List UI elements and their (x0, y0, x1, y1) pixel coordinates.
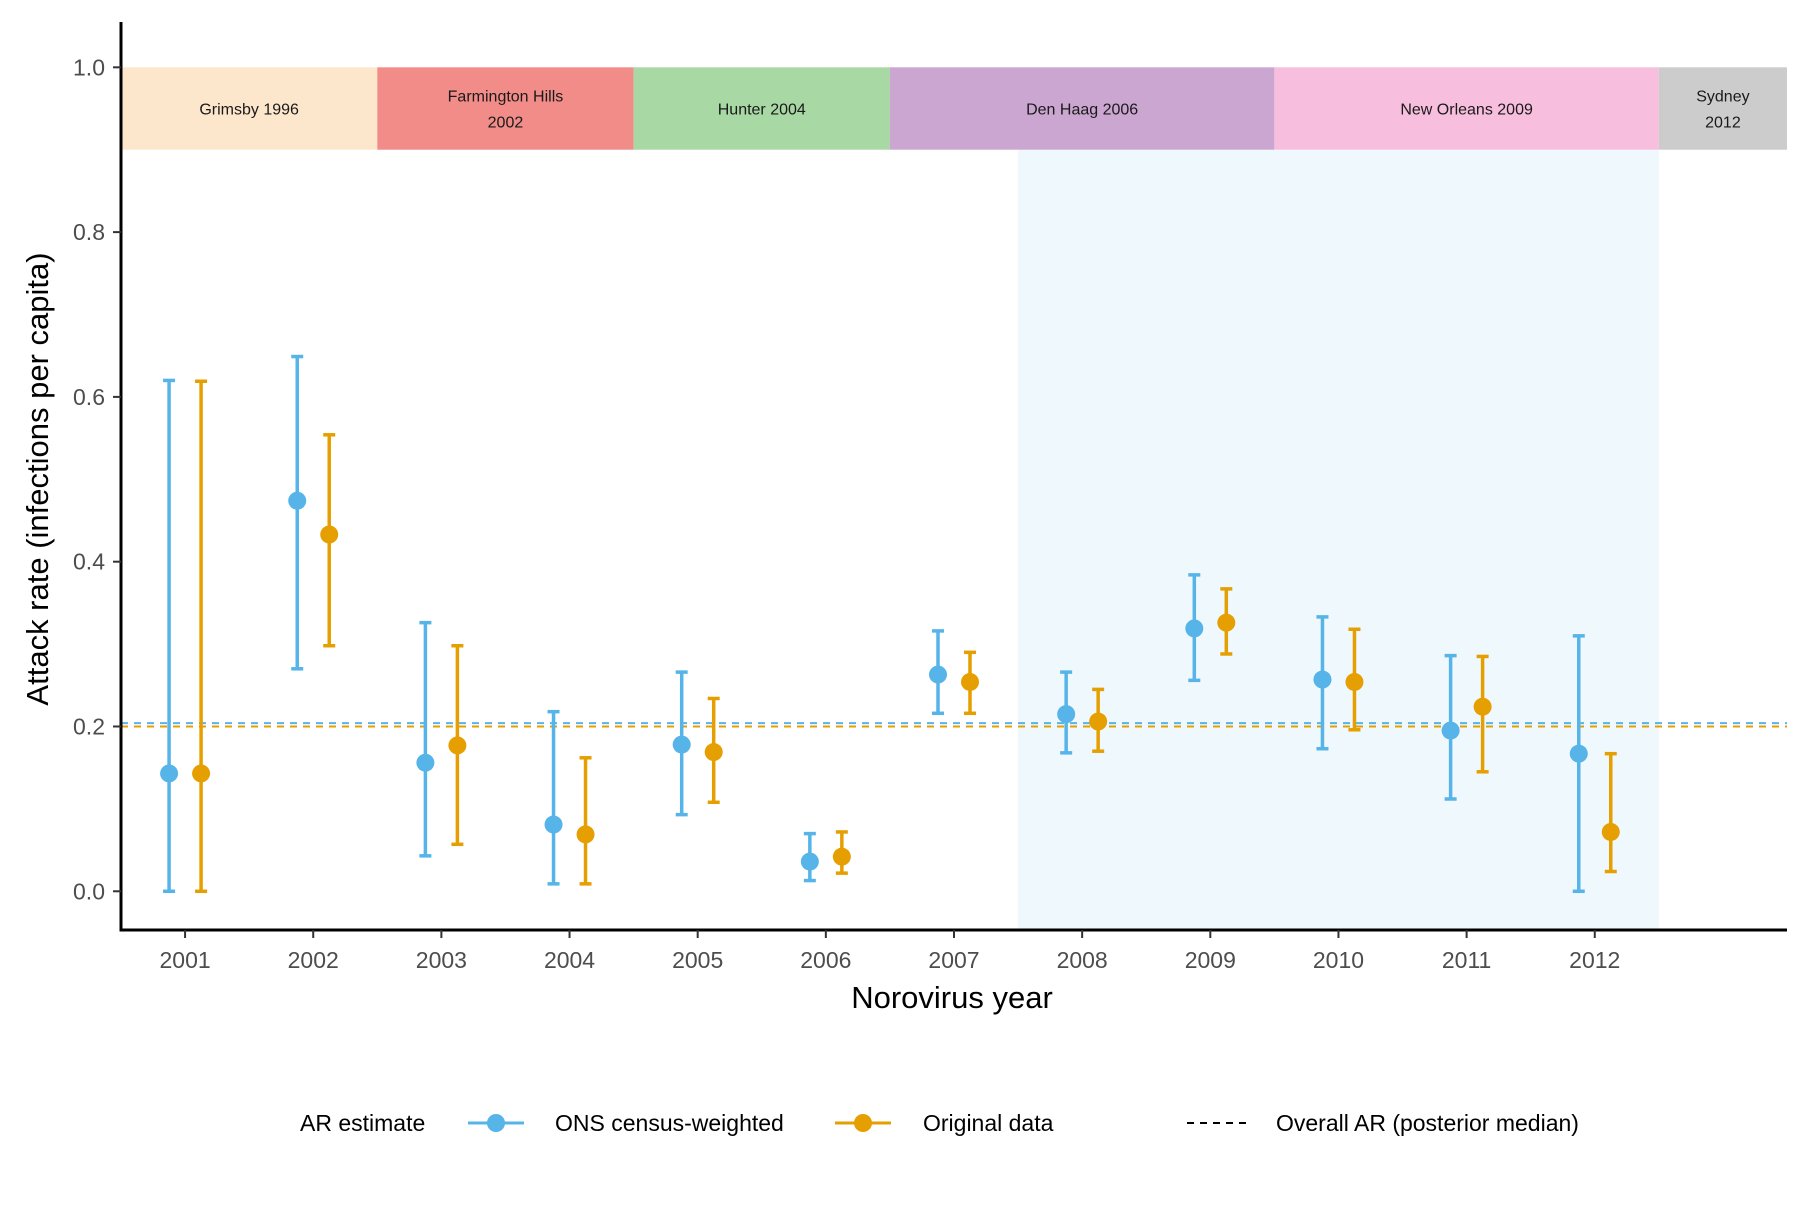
strain-band-label-0: Grimsby 1996 (199, 102, 299, 119)
x-tick-label-2008: 2008 (1057, 947, 1108, 973)
y-tick-label-0: 0.0 (73, 878, 105, 904)
point-s0-2005 (672, 735, 691, 754)
point-s1-2004 (576, 825, 595, 844)
point-s0-2012 (1569, 744, 1588, 763)
point-s0-2001 (160, 764, 179, 783)
point-s0-2009 (1185, 619, 1204, 638)
y-axis-title: Attack rate (infections per capita) (20, 252, 55, 705)
x-tick-label-2001: 2001 (159, 947, 210, 973)
strain-band-label-line2-1: 2002 (488, 115, 524, 132)
x-axis-title: Norovirus year (851, 980, 1053, 1015)
point-s0-2003 (416, 753, 435, 772)
point-s0-2002 (288, 491, 307, 510)
strain-band-4 (1274, 67, 1659, 150)
y-tick-label-2: 0.4 (73, 549, 105, 575)
x-tick-label-2002: 2002 (288, 947, 339, 973)
point-s1-2011 (1473, 697, 1492, 716)
strain-band-label-line2-5: 2012 (1705, 115, 1741, 132)
point-s1-2007 (961, 672, 979, 691)
point-s1-2005 (704, 743, 723, 762)
point-s0-2007 (929, 665, 947, 684)
strain-band-5 (1658, 67, 1787, 150)
strain-band-label-4: New Orleans 2009 (1400, 102, 1533, 119)
x-tick-label-2009: 2009 (1185, 947, 1236, 973)
point-s1-2001 (192, 764, 211, 783)
point-s1-2006 (832, 847, 851, 866)
legend-ons-label: ONS census-weighted (555, 1110, 784, 1136)
x-tick-label-2003: 2003 (416, 947, 467, 973)
highlight-region (1018, 149, 1659, 930)
y-tick-label-3: 0.6 (73, 384, 105, 410)
x-tick-label-2006: 2006 (800, 947, 851, 973)
point-s1-2008 (1089, 712, 1108, 731)
strain-band-label-1: Farmington Hills (448, 89, 564, 106)
x-tick-label-2010: 2010 (1313, 947, 1364, 973)
legend-original-label: Original data (923, 1110, 1054, 1136)
point-s1-2010 (1345, 672, 1364, 691)
point-s1-2002 (320, 525, 339, 544)
point-s0-2008 (1057, 705, 1076, 724)
point-s0-2006 (800, 852, 819, 871)
strain-band-label-2: Hunter 2004 (718, 102, 806, 119)
point-s1-2003 (448, 736, 467, 755)
y-tick-label-1: 0.2 (73, 713, 105, 739)
strain-band-1 (377, 67, 634, 150)
y-tick-label-5: 1.0 (73, 54, 105, 80)
point-s0-2004 (544, 815, 563, 834)
point-s0-2011 (1441, 721, 1460, 740)
legend-original-point (854, 1114, 872, 1132)
legend-ons-point (487, 1114, 505, 1132)
legend-overall-label: Overall AR (posterior median) (1276, 1110, 1579, 1136)
x-tick-label-2011: 2011 (1442, 947, 1491, 973)
point-s1-2012 (1601, 822, 1620, 841)
x-tick-label-2004: 2004 (544, 947, 595, 973)
strain-band-0 (121, 67, 378, 150)
y-tick-label-4: 0.8 (73, 219, 105, 245)
strain-band-2 (633, 67, 890, 150)
point-s1-2009 (1217, 613, 1236, 632)
x-tick-label-2005: 2005 (672, 947, 723, 973)
x-tick-label-2012: 2012 (1569, 947, 1620, 973)
legend: AR estimate ONS census-weighted Original… (300, 1110, 1579, 1136)
x-tick-label-2007: 2007 (928, 947, 979, 973)
point-s0-2010 (1313, 670, 1332, 689)
legend-title: AR estimate (300, 1110, 425, 1136)
strain-band-3 (889, 67, 1275, 150)
strain-band-label-5: Sydney (1696, 89, 1749, 106)
strain-band-label-3: Den Haag 2006 (1026, 102, 1138, 119)
